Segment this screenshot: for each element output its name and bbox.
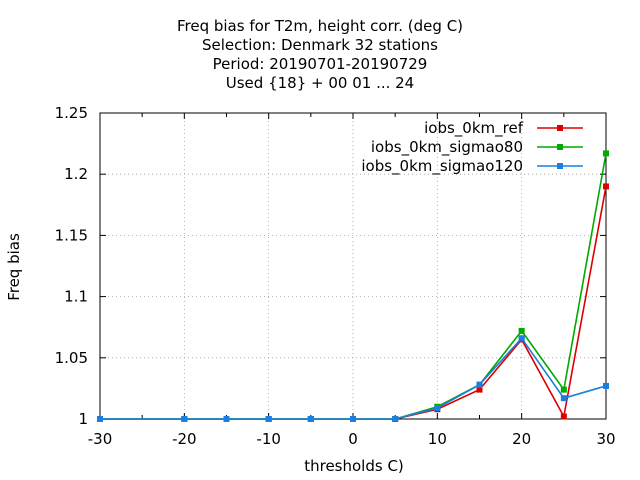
y-tick-label: 1.05 bbox=[55, 349, 88, 367]
x-tick-label: 0 bbox=[348, 430, 358, 448]
legend-label: iobs_0km_sigmao80 bbox=[371, 138, 523, 157]
data-point bbox=[97, 416, 103, 422]
x-tick-label: 10 bbox=[428, 430, 447, 448]
y-tick-label: 1.2 bbox=[64, 165, 88, 183]
data-point bbox=[434, 404, 441, 411]
data-point bbox=[560, 395, 567, 402]
y-tick-label: 1.15 bbox=[55, 226, 88, 244]
x-tick-label: 30 bbox=[596, 430, 615, 448]
data-point bbox=[603, 150, 609, 157]
legend-label: iobs_0km_sigmao120 bbox=[361, 157, 523, 176]
data-point bbox=[518, 335, 525, 342]
series-iobs_0km_sigmao120 bbox=[97, 335, 609, 422]
title-line-1: Freq bias for T2m, height corr. (deg C) bbox=[176, 17, 464, 35]
legend-label: iobs_0km_ref bbox=[424, 119, 524, 138]
data-point bbox=[350, 416, 356, 422]
x-tick-label: -20 bbox=[172, 430, 197, 448]
data-point bbox=[181, 416, 188, 422]
data-point bbox=[518, 327, 525, 334]
data-point bbox=[476, 386, 483, 393]
data-point bbox=[560, 386, 567, 393]
title-line-4: Used {18} + 00 01 ... 24 bbox=[225, 74, 415, 92]
y-tick-label: 1.1 bbox=[64, 288, 88, 306]
legend-marker bbox=[557, 144, 563, 150]
data-point bbox=[476, 381, 483, 388]
data-point bbox=[307, 416, 314, 422]
y-axis-label: Freq bias bbox=[5, 233, 23, 301]
series-iobs_0km_ref bbox=[97, 183, 609, 422]
data-point bbox=[223, 416, 230, 422]
data-point bbox=[603, 382, 609, 389]
title-line-2: Selection: Denmark 32 stations bbox=[202, 36, 438, 54]
data-point bbox=[603, 183, 609, 190]
data-point bbox=[265, 416, 272, 422]
y-tick-label: 1.25 bbox=[55, 104, 88, 122]
data-point bbox=[392, 416, 399, 422]
x-tick-label: -10 bbox=[256, 430, 281, 448]
x-tick-label: 20 bbox=[512, 430, 531, 448]
x-axis-label: thresholds C) bbox=[304, 457, 404, 475]
legend-marker bbox=[557, 163, 563, 169]
series-line bbox=[100, 336, 607, 420]
legend-marker bbox=[557, 125, 563, 131]
x-tick-label: -30 bbox=[88, 430, 113, 448]
y-tick-label: 1 bbox=[78, 410, 88, 428]
data-point bbox=[560, 413, 567, 420]
title-line-3: Period: 20190701-20190729 bbox=[212, 55, 428, 73]
